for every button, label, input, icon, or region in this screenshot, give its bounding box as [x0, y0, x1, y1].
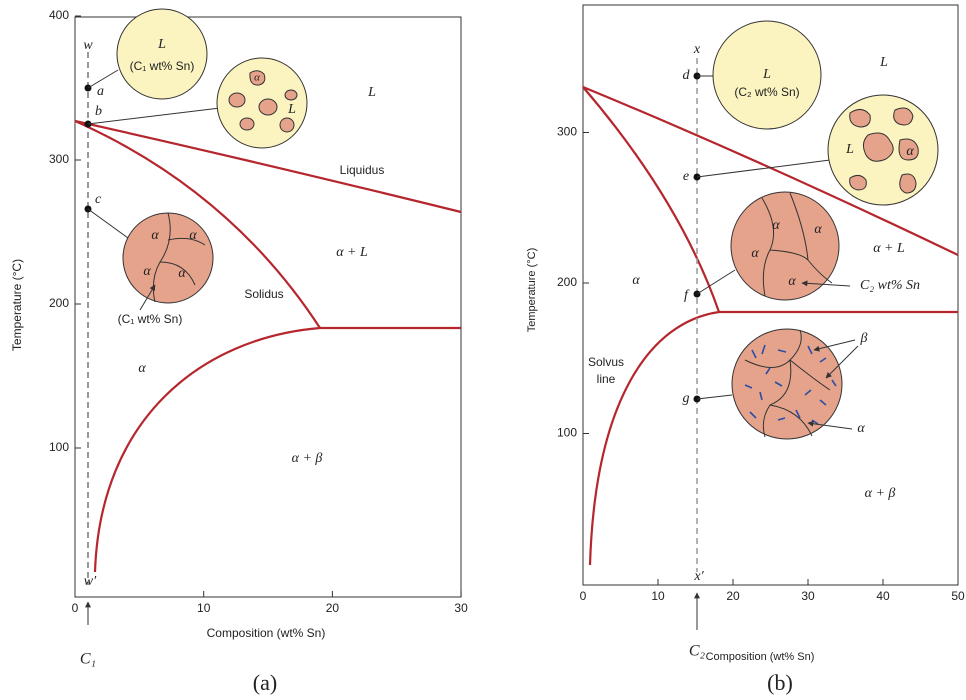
solidus-curve — [583, 87, 719, 312]
leader — [697, 160, 830, 177]
circle-composition: (C₂ wt% Sn) — [734, 85, 799, 99]
x-tick-label: 50 — [951, 589, 965, 603]
point-label: d — [683, 68, 691, 83]
y-tick-label: 300 — [557, 125, 577, 139]
y-axis-label: Temperature (°C) — [526, 248, 538, 332]
point-label: b — [95, 104, 102, 119]
circle-label: L — [845, 142, 854, 157]
x-tick-label: 0 — [72, 601, 79, 615]
x-tick-label: 20 — [326, 601, 340, 615]
circle-label: L — [762, 67, 771, 82]
panel-a: w w′ a b c L (C₁ wt% Sn) α L α α α α (C₁… — [10, 9, 461, 695]
composition-marker: C₂ — [689, 643, 706, 660]
line-top-label: w — [83, 38, 93, 53]
region-label: α + L — [873, 241, 905, 256]
circle-label: L — [157, 37, 166, 52]
precipitate-circle — [732, 329, 842, 439]
circle-label: α — [254, 72, 260, 84]
circle-composition: (C₁ wt% Sn) — [130, 59, 195, 73]
point-label: g — [683, 391, 690, 406]
grain-label: α — [814, 222, 822, 237]
y-tick-label: 200 — [557, 275, 577, 289]
grain-label: α — [751, 246, 759, 261]
circle-label: α — [857, 421, 865, 436]
region-label: Solvus — [588, 355, 624, 369]
grain-label: α — [178, 266, 186, 281]
composition-marker: C₁ — [80, 651, 96, 668]
caption: (b) — [767, 670, 793, 695]
point-label: c — [95, 192, 102, 207]
caption: (a) — [253, 670, 277, 695]
point-label: e — [683, 169, 689, 184]
region-label: α — [632, 273, 640, 288]
circle-composition: (C₁ wt% Sn) — [118, 312, 183, 326]
x-tick-label: 10 — [651, 589, 665, 603]
region-label: α + β — [865, 486, 896, 501]
region-label: α — [138, 361, 146, 376]
region-label: α + L — [336, 245, 368, 260]
line-bottom-label: w′ — [84, 574, 97, 589]
leader — [88, 209, 128, 238]
circle-label: α — [906, 144, 914, 159]
y-axis-label: Temperature (°C) — [10, 259, 24, 351]
circle-composition: C₂ wt% Sn — [860, 278, 920, 293]
solvus-curve — [95, 328, 320, 572]
circle-label: β — [860, 331, 868, 346]
region-label: α + β — [292, 451, 323, 466]
grain-label: α — [143, 264, 151, 279]
phase-diagram-figure: w w′ a b c L (C₁ wt% Sn) α L α α α α (C₁… — [0, 0, 966, 700]
x-tick-label: 40 — [876, 589, 890, 603]
grain-label: α — [189, 228, 197, 243]
panel-b: x x′ d e f g L (C₂ wt% Sn) L α α α α α C… — [526, 5, 958, 695]
grain-label: α — [772, 218, 780, 233]
x-tick-label: 0 — [580, 589, 587, 603]
region-label: Liquidus — [340, 163, 385, 177]
x-tick-label: 10 — [197, 601, 211, 615]
y-tick-label: 100 — [557, 426, 577, 440]
y-tick-label: 400 — [49, 8, 69, 22]
line-top-label: x — [693, 42, 701, 57]
grain-label: α — [788, 274, 796, 289]
grain-label: α — [151, 228, 159, 243]
solid-circle — [123, 213, 213, 303]
leader — [697, 395, 732, 399]
x-axis-label: Composition (wt% Sn) — [706, 651, 815, 663]
point-label: f — [684, 288, 690, 303]
y-tick-label: 200 — [49, 296, 69, 310]
region-label: L — [879, 55, 888, 70]
y-tick-label: 300 — [49, 152, 69, 166]
line-bottom-label: x′ — [693, 569, 704, 584]
solvus-curve — [590, 312, 719, 565]
x-axis-label: Composition (wt% Sn) — [207, 626, 326, 640]
region-label: Solidus — [244, 287, 283, 301]
x-tick-label: 30 — [801, 589, 815, 603]
y-tick-label: 100 — [49, 440, 69, 454]
leader — [88, 108, 220, 124]
liquid-circle — [117, 9, 207, 99]
region-label: line — [597, 372, 616, 386]
x-tick-label: 20 — [726, 589, 740, 603]
circle-label: L — [287, 102, 296, 117]
region-label: L — [367, 85, 376, 100]
x-tick-label: 30 — [454, 601, 468, 615]
leader — [697, 270, 735, 294]
point-label: a — [97, 84, 104, 99]
